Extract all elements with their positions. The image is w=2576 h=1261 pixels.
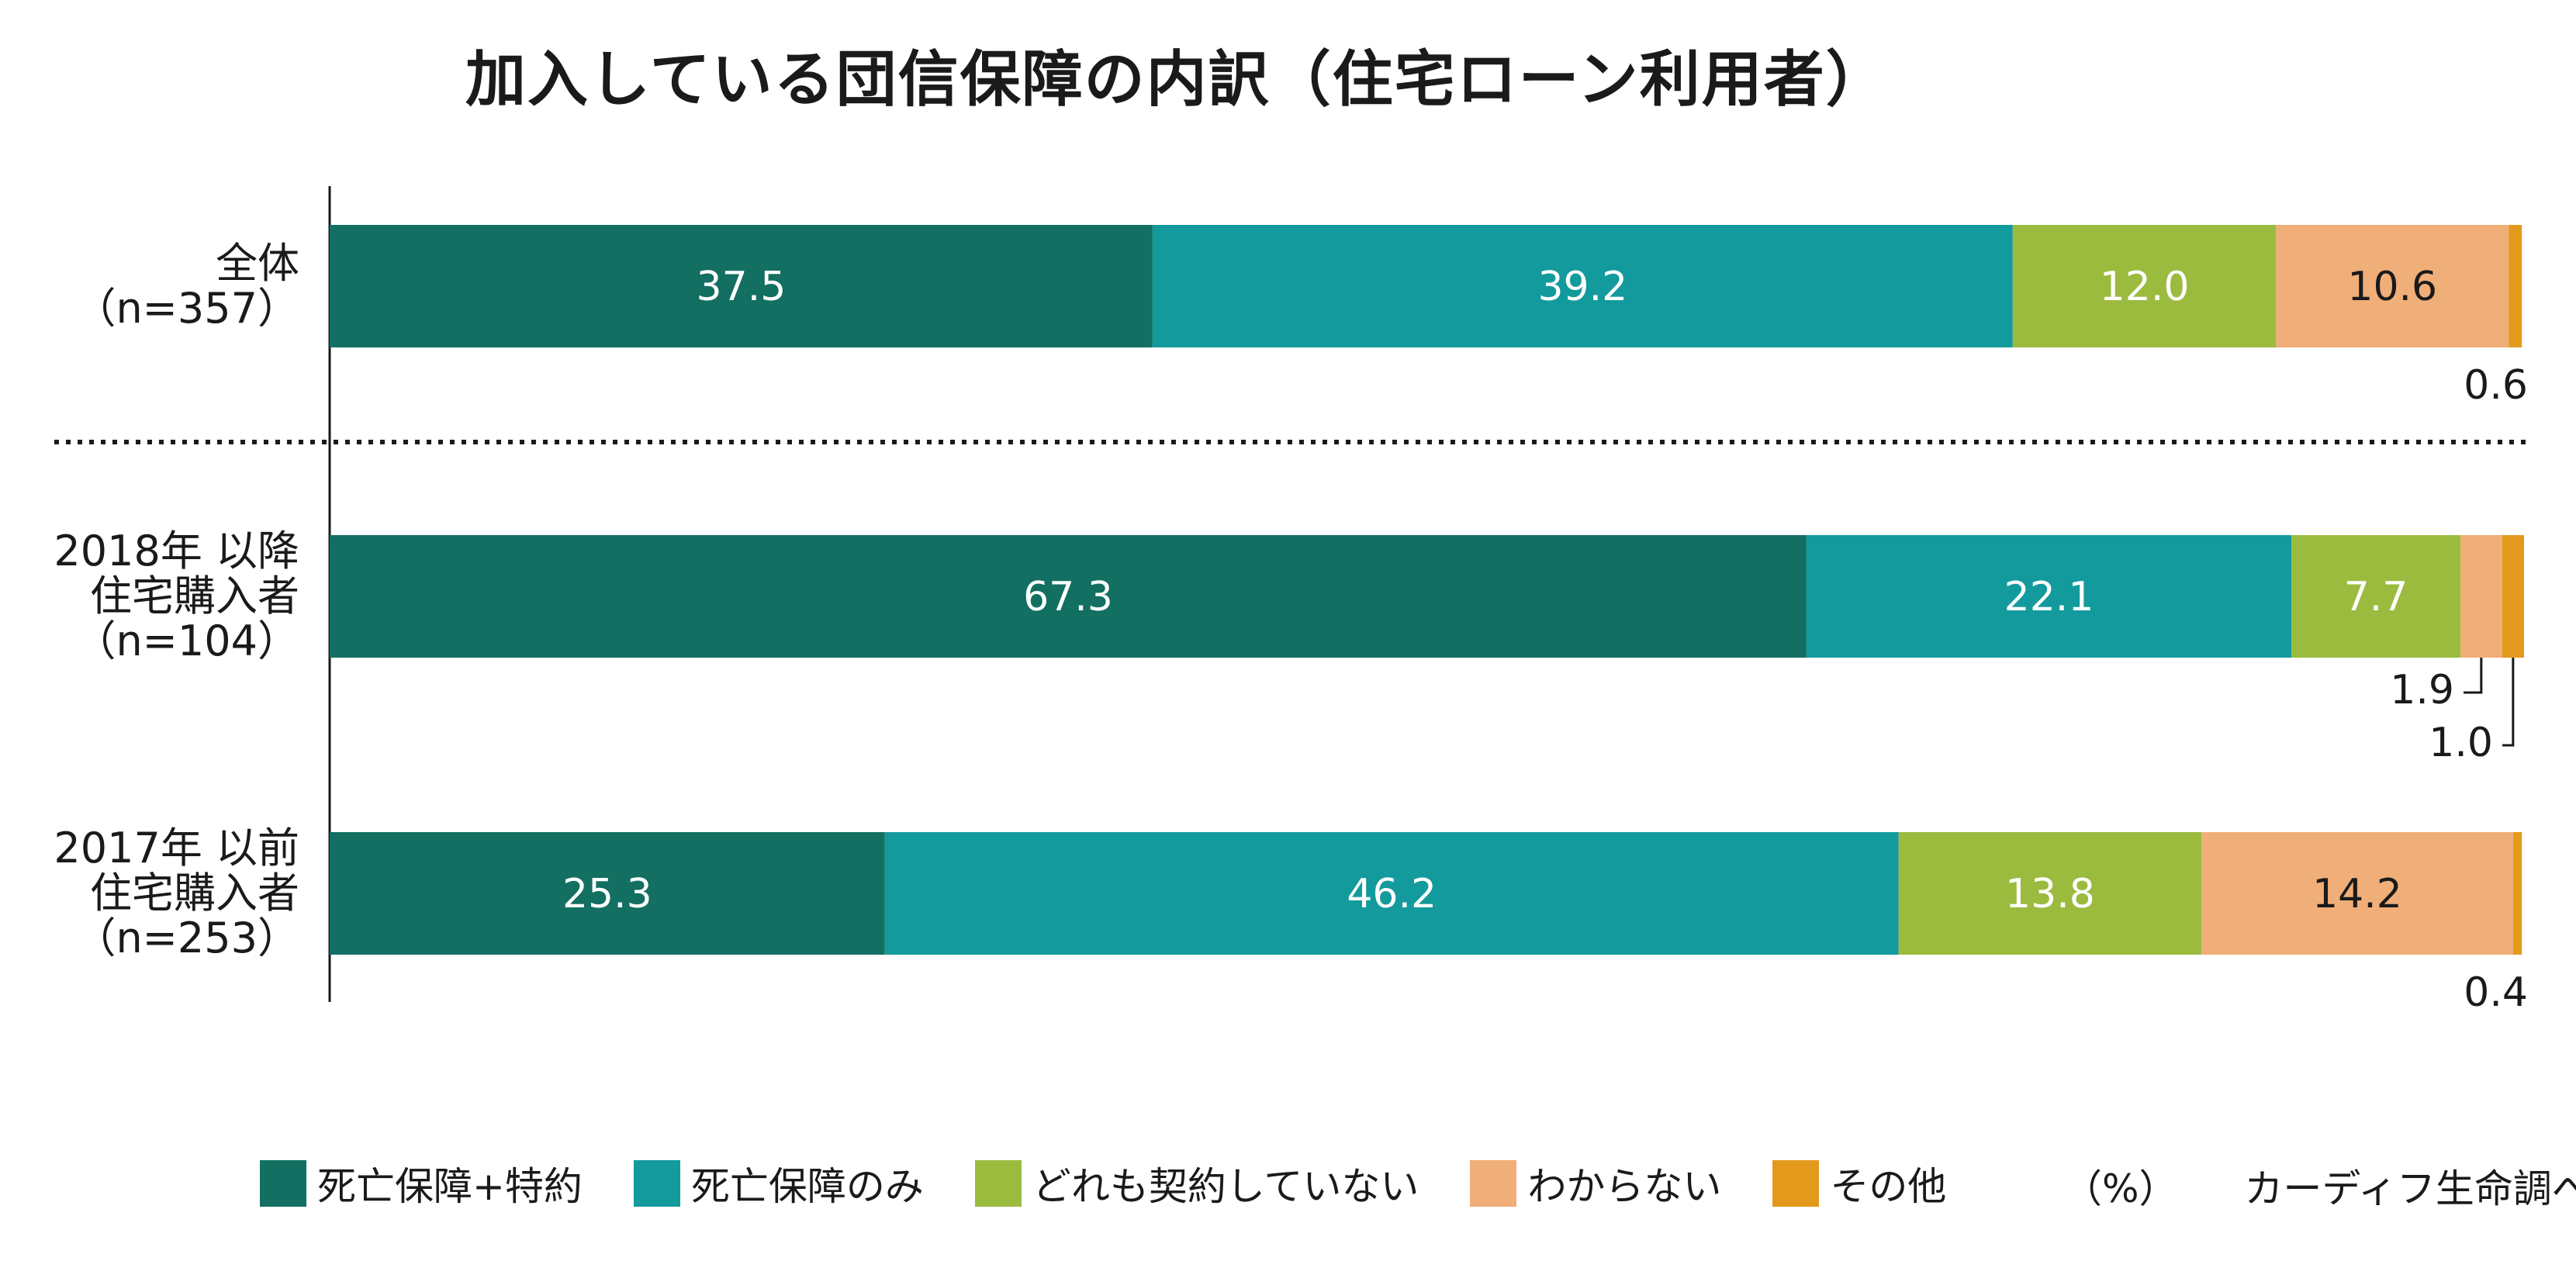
- data-label-before2017-2: 13.8: [2005, 871, 2095, 917]
- data-label-before2017-4: 0.4: [2464, 969, 2528, 1016]
- legend-label: どれも契約していない: [1032, 1164, 1419, 1209]
- legend-item-1: 死亡保障のみ: [633, 1156, 924, 1211]
- category-label-line: （n=253）: [74, 914, 299, 962]
- data-label-all-4: 0.6: [2464, 362, 2528, 409]
- legend-label: 死亡保障のみ: [690, 1164, 924, 1209]
- bar-segment-before2017-4: [2512, 832, 2522, 955]
- category-label-line: 2017年 以前: [54, 824, 299, 872]
- source-note: カーディフ生命調べ: [2244, 1166, 2576, 1211]
- leader-line-after2018-3: [2464, 658, 2483, 694]
- data-label-before2017-1: 46.2: [1347, 871, 1437, 917]
- data-label-after2018-0: 67.3: [1023, 574, 1113, 620]
- legend-label: わからない: [1527, 1164, 1722, 1209]
- legend-item-0: 死亡保障+特約: [260, 1156, 583, 1211]
- category-label-line: （n=104）: [74, 617, 299, 665]
- bar-segment-all-0: [330, 225, 1153, 347]
- bar-segment-all-2: [2012, 225, 2277, 347]
- data-label-all-1: 39.2: [1537, 264, 1627, 310]
- data-label-all-3: 10.6: [2347, 264, 2437, 310]
- bar-segment-after2018-3: [2460, 535, 2502, 658]
- bar-segment-before2017-0: [330, 832, 885, 955]
- leader-line-after2018-4: [2502, 658, 2515, 747]
- data-label-after2018-4: 1.0: [2429, 720, 2493, 766]
- category-label-line: （n=357）: [74, 284, 299, 333]
- category-label-before2017: 2017年 以前 住宅購入者 （n=253）: [5, 826, 299, 961]
- data-label-before2017-0: 25.3: [562, 871, 652, 917]
- data-label-before2017-3: 14.2: [2312, 871, 2402, 917]
- bar-segment-all-4: [2509, 225, 2522, 347]
- bar-segment-before2017-1: [884, 832, 1899, 955]
- bar-segment-all-1: [1152, 225, 2013, 347]
- unit-note: （%）: [2063, 1166, 2178, 1211]
- legend-item-2: どれも契約していない: [974, 1156, 1419, 1211]
- data-label-after2018-2: 7.7: [2344, 574, 2408, 620]
- legend-swatch: [1470, 1160, 1517, 1207]
- legend: 死亡保障+特約 死亡保障のみ どれも契約していない わからない その他: [260, 1156, 1997, 1211]
- category-label-line: 住宅購入者: [90, 869, 299, 917]
- legend-swatch: [1772, 1160, 1820, 1207]
- bar-segment-after2018-2: [2291, 535, 2460, 658]
- legend-item-4: その他: [1772, 1156, 1946, 1211]
- category-label-line: 2018年 以降: [54, 527, 299, 575]
- data-label-all-0: 37.5: [697, 264, 787, 310]
- footer: （%） カーディフ生命調べ: [2063, 1158, 2576, 1214]
- legend-label: その他: [1830, 1164, 1947, 1209]
- legend-label: 死亡保障+特約: [317, 1164, 583, 1209]
- bar-segment-after2018-0: [330, 535, 1807, 658]
- legend-item-3: わからない: [1470, 1156, 1721, 1211]
- legend-swatch: [633, 1160, 680, 1207]
- data-label-after2018-3: 1.9: [2390, 667, 2454, 713]
- category-label-after2018: 2018年 以降 住宅購入者 （n=104）: [5, 529, 299, 664]
- legend-swatch: [260, 1160, 306, 1207]
- category-label-line: 全体: [216, 239, 299, 288]
- bar-segment-after2018-4: [2502, 535, 2524, 658]
- bar-segment-after2018-1: [1806, 535, 2292, 658]
- legend-swatch: [974, 1160, 1022, 1207]
- chart-title: 加入している団信保障の内訳（住宅ローン利用者）: [465, 45, 1888, 115]
- data-label-after2018-1: 22.1: [2004, 574, 2094, 620]
- bar-segment-before2017-3: [2201, 832, 2513, 955]
- bar-segment-before2017-2: [1898, 832, 2202, 955]
- category-label-line: 住宅購入者: [90, 572, 299, 620]
- bar-segment-all-3: [2276, 225, 2509, 347]
- category-label-all: 全体 （n=357）: [5, 241, 299, 331]
- data-label-all-2: 12.0: [2100, 264, 2190, 310]
